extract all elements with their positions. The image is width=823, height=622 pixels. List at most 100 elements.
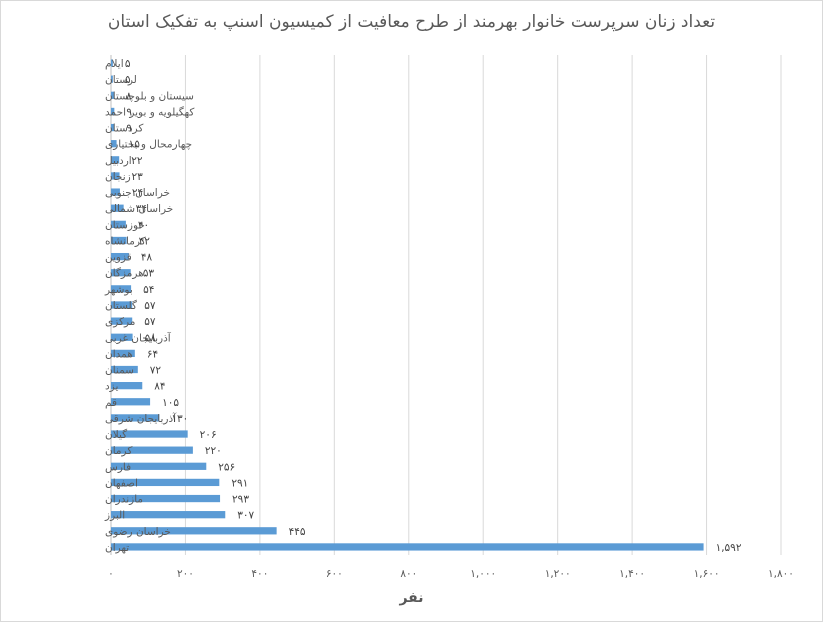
- x-tick-label: ۱,۰۰۰: [470, 568, 496, 580]
- bar: [111, 172, 120, 180]
- value-label: ۴۴۵: [289, 526, 306, 538]
- bar: [111, 398, 151, 406]
- bar: [111, 317, 133, 325]
- category-label: گیلان: [105, 428, 127, 441]
- category-label: کهگیلویه و بویر احمد: [105, 105, 194, 118]
- value-label: ۲۵۶: [218, 461, 235, 473]
- bar: [111, 511, 226, 519]
- category-label: هرمزگان: [105, 267, 144, 280]
- value-label: ۲۳: [132, 171, 144, 183]
- value-label: ۶۴: [147, 348, 158, 360]
- category-label: تهران: [105, 542, 129, 554]
- x-axis-title: نفر: [399, 590, 424, 606]
- x-tick-label: ۸۰۰: [400, 568, 417, 580]
- value-label: ۵: [125, 74, 131, 86]
- bar: [111, 462, 207, 470]
- category-label: اصفهان: [105, 477, 138, 489]
- value-label: ۱۵: [129, 139, 141, 151]
- category-label: همدان: [105, 348, 133, 360]
- category-label: خوزستان: [105, 219, 145, 231]
- x-tick-label: ۲۰۰: [177, 568, 194, 580]
- value-label: ۵: [125, 58, 131, 70]
- value-label: ۴۰: [138, 219, 149, 231]
- value-label: ۲۲: [131, 155, 143, 167]
- value-label: ۵۴: [143, 284, 154, 296]
- bar: [111, 382, 143, 390]
- category-label: کرمان: [105, 445, 132, 457]
- bar: [111, 220, 126, 228]
- value-label: ۹: [126, 123, 132, 135]
- bar: [111, 430, 188, 438]
- category-label: زنجان: [105, 171, 131, 183]
- value-label: ۳۴: [136, 203, 147, 215]
- bar: [111, 527, 277, 535]
- value-label: ۵۷: [144, 316, 156, 328]
- category-label: لرستان: [105, 74, 137, 86]
- x-tick-label: ۴۰۰: [251, 568, 268, 580]
- bar: [111, 91, 114, 99]
- value-label: ۳۰۷: [237, 510, 254, 522]
- value-label: ۸۴: [154, 381, 165, 393]
- bar: [111, 414, 160, 422]
- x-tick-label: ۱,۲۰۰: [545, 568, 571, 580]
- bar: [111, 156, 120, 164]
- category-label: بوشهر: [104, 284, 133, 296]
- bar: [111, 543, 704, 551]
- value-label: ۵۸: [145, 332, 157, 344]
- category-label: اردبیل: [105, 155, 132, 167]
- category-label: کردستان: [105, 123, 143, 135]
- category-label: قزوین: [105, 252, 132, 264]
- bar: [111, 252, 129, 261]
- value-label: ۲۴: [132, 187, 143, 199]
- bar: [111, 446, 193, 454]
- category-label: آذربایجان شرقی: [105, 412, 177, 425]
- value-label: ۴۲: [139, 235, 151, 247]
- x-tick-label: ۱,۴۰۰: [619, 568, 645, 580]
- value-label: ۱۰۵: [162, 397, 179, 409]
- value-label: ۹: [126, 106, 132, 118]
- category-label: مرکزی: [105, 316, 135, 328]
- category-label: یزد: [105, 381, 118, 393]
- category-label: سمنان: [105, 365, 134, 377]
- bar: [111, 75, 113, 83]
- value-label: ۲۹۳: [232, 494, 249, 506]
- category-label: مازندران: [105, 494, 143, 506]
- bar: [111, 478, 220, 487]
- category-label: سیستان و بلوچستان: [105, 90, 194, 102]
- x-tick-label: ۱,۶۰۰: [694, 568, 720, 580]
- bar: [111, 123, 115, 132]
- category-label: چهارمحال و بختیاری: [105, 139, 192, 151]
- category-label: خراسان رضوی: [105, 526, 171, 538]
- x-tick-label: ۰: [108, 568, 114, 580]
- bar: [111, 349, 135, 358]
- value-label: ۲۹۱: [231, 477, 248, 489]
- category-label: کرمانشاه: [105, 235, 146, 247]
- value-label: ۲۰۶: [200, 429, 217, 441]
- bar: [111, 140, 117, 148]
- bar: [111, 269, 131, 277]
- x-tick-label: ۱,۸۰۰: [768, 568, 794, 580]
- bar: [111, 236, 127, 245]
- bar: [111, 301, 133, 309]
- bar: [111, 59, 113, 67]
- bar: [111, 285, 132, 293]
- category-label: البرز: [104, 510, 125, 522]
- value-label: ۷۲: [150, 365, 162, 377]
- category-label: فارس: [105, 461, 131, 473]
- bar: [111, 107, 115, 116]
- bar: [111, 333, 133, 341]
- category-label: خراسان جنوبی: [105, 187, 170, 199]
- category-label: گلستان: [105, 299, 137, 312]
- value-label: ۲۲۰: [205, 445, 222, 457]
- value-label: ۵۳: [143, 268, 155, 280]
- chart-title: تعداد زنان سرپرست خانوار بهرمند از طرح م…: [107, 12, 716, 32]
- category-label: آذربایجان غربی: [105, 331, 172, 344]
- x-tick-label: ۶۰۰: [326, 568, 343, 580]
- value-label: ۴۸: [141, 252, 153, 264]
- value-label: ۱,۵۹۲: [716, 542, 742, 554]
- category-label: قم: [105, 397, 117, 409]
- bar: [111, 204, 124, 212]
- category-label: ایلام: [105, 58, 124, 70]
